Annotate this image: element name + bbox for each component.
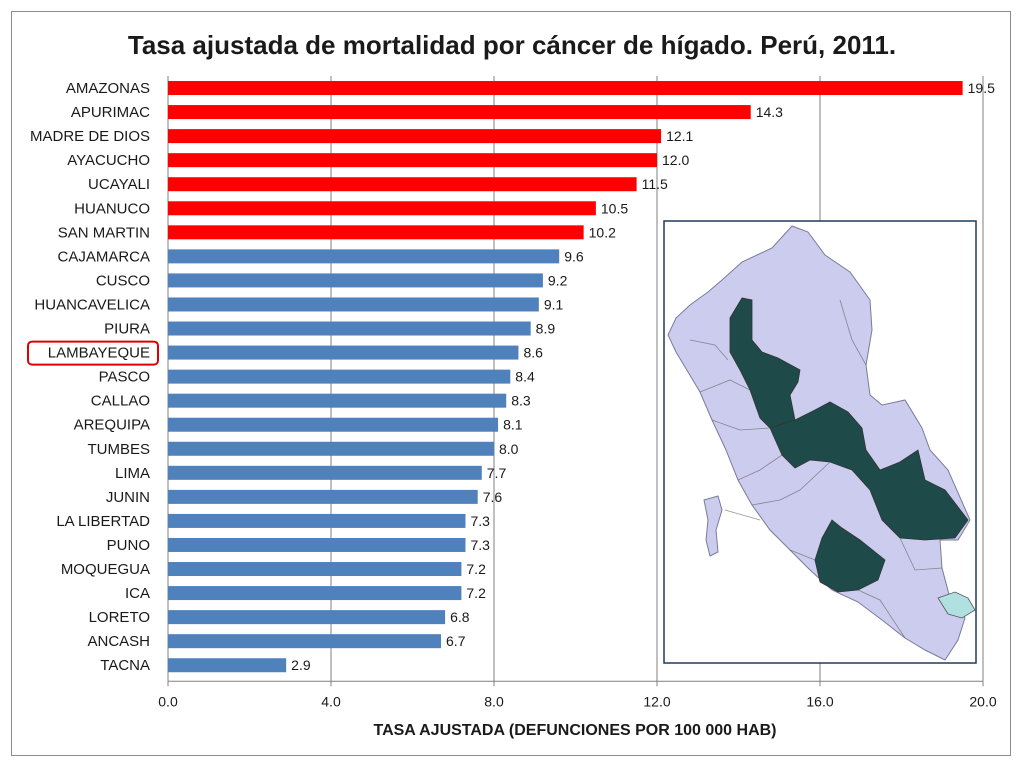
- x-tick-label: 0.0: [158, 693, 178, 709]
- value-label: 8.4: [515, 369, 535, 385]
- category-label: HUANCAVELICA: [34, 296, 150, 313]
- x-tick-label: 16.0: [806, 693, 833, 709]
- value-label: 8.0: [499, 441, 519, 457]
- x-axis-ticks: 0.0 4.0 8.0 12.0 16.0 20.0: [158, 693, 997, 709]
- highlight-box: [27, 340, 159, 366]
- value-label: 7.3: [470, 537, 490, 553]
- category-label: AYACUCHO: [67, 152, 150, 169]
- category-label: CAJAMARCA: [57, 248, 150, 265]
- peru-map-inset: [663, 220, 977, 664]
- value-label: 7.2: [466, 561, 486, 577]
- bar: [168, 634, 442, 649]
- bar: [168, 225, 584, 240]
- labels: AMAZONAS 19.5 APURIMAC 14.3 MADRE DE DIOS 12.…: [27, 80, 995, 674]
- map-dark-center: [769, 401, 969, 541]
- value-label: 10.2: [589, 224, 616, 240]
- bar: [168, 610, 446, 625]
- category-label: LA LIBERTAD: [56, 513, 150, 530]
- value-label: 11.5: [642, 176, 668, 192]
- category-label: MADRE DE DIOS: [30, 128, 150, 145]
- bar: [168, 393, 507, 408]
- bar: [168, 345, 519, 360]
- category-label: AMAZONAS: [66, 80, 150, 97]
- value-label: 8.9: [536, 321, 556, 337]
- category-label: CUSCO: [96, 272, 150, 289]
- bar: [168, 537, 466, 552]
- category-label: PIURA: [104, 321, 150, 338]
- value-label: 9.6: [564, 248, 584, 264]
- bar: [168, 658, 287, 673]
- category-label: TACNA: [100, 657, 150, 674]
- bar: [168, 586, 462, 601]
- x-tick-label: 8.0: [484, 693, 504, 709]
- x-tick-label: 4.0: [321, 693, 341, 709]
- value-label: 7.7: [487, 465, 507, 481]
- bar: [168, 465, 482, 480]
- value-label: 12.1: [666, 128, 693, 144]
- value-label: 10.5: [601, 200, 628, 216]
- value-label: 12.0: [662, 152, 689, 168]
- bar: [168, 273, 543, 288]
- bar: [168, 105, 751, 120]
- value-label: 2.9: [291, 657, 311, 673]
- value-label: 14.3: [756, 104, 783, 120]
- bar: [168, 369, 511, 384]
- category-label: HUANUCO: [74, 200, 150, 217]
- map-islands: [703, 495, 723, 557]
- value-label: 19.5: [968, 80, 995, 96]
- category-label: ICA: [125, 585, 150, 602]
- value-label: 7.3: [470, 513, 490, 529]
- bar: [168, 153, 657, 168]
- value-label: 9.2: [548, 272, 568, 288]
- category-label: LORETO: [89, 609, 150, 626]
- map-dark-north: [729, 297, 801, 429]
- map-borders: [689, 299, 943, 639]
- bar: [168, 417, 499, 432]
- bar: [168, 81, 963, 96]
- value-label: 7.2: [466, 585, 486, 601]
- value-label: 8.3: [511, 393, 531, 409]
- category-label: PUNO: [107, 537, 150, 554]
- bar: [168, 297, 539, 312]
- chart-title: Tasa ajustada de mortalidad por cáncer d…: [127, 30, 897, 60]
- map-light-region: [937, 591, 976, 619]
- bar: [168, 249, 560, 264]
- category-label: LIMA: [115, 465, 150, 482]
- category-label: JUNIN: [106, 489, 150, 506]
- bar: [168, 562, 462, 577]
- category-label: MOQUEGUA: [61, 561, 150, 578]
- category-label: PASCO: [99, 369, 150, 386]
- category-label: TUMBES: [87, 441, 150, 458]
- bar: [168, 489, 478, 504]
- value-label: 6.7: [446, 633, 466, 649]
- value-label: 6.8: [450, 609, 470, 625]
- bar: [168, 129, 662, 144]
- bars: [168, 81, 963, 673]
- bar: [168, 201, 596, 216]
- value-label: 8.6: [523, 345, 543, 361]
- bar: [168, 441, 494, 456]
- x-tick-label: 20.0: [969, 693, 996, 709]
- value-label: 8.1: [503, 417, 523, 433]
- category-label: UCAYALI: [88, 176, 150, 193]
- category-label: LAMBAYEQUE: [48, 345, 150, 362]
- category-label: AREQUIPA: [74, 417, 150, 434]
- value-label: 7.6: [483, 489, 503, 505]
- x-tick-label: 12.0: [643, 693, 670, 709]
- bar: [168, 321, 531, 336]
- x-axis-title: TASA AJUSTADA (DEFUNCIONES POR 100 000 H…: [373, 722, 777, 739]
- category-label: CALLAO: [91, 393, 150, 410]
- value-label: 9.1: [544, 296, 564, 312]
- category-label: ANCASH: [87, 633, 150, 650]
- bar: [168, 177, 637, 192]
- category-label: APURIMAC: [71, 104, 150, 121]
- bar: [168, 513, 466, 528]
- category-label: SAN MARTIN: [58, 224, 150, 241]
